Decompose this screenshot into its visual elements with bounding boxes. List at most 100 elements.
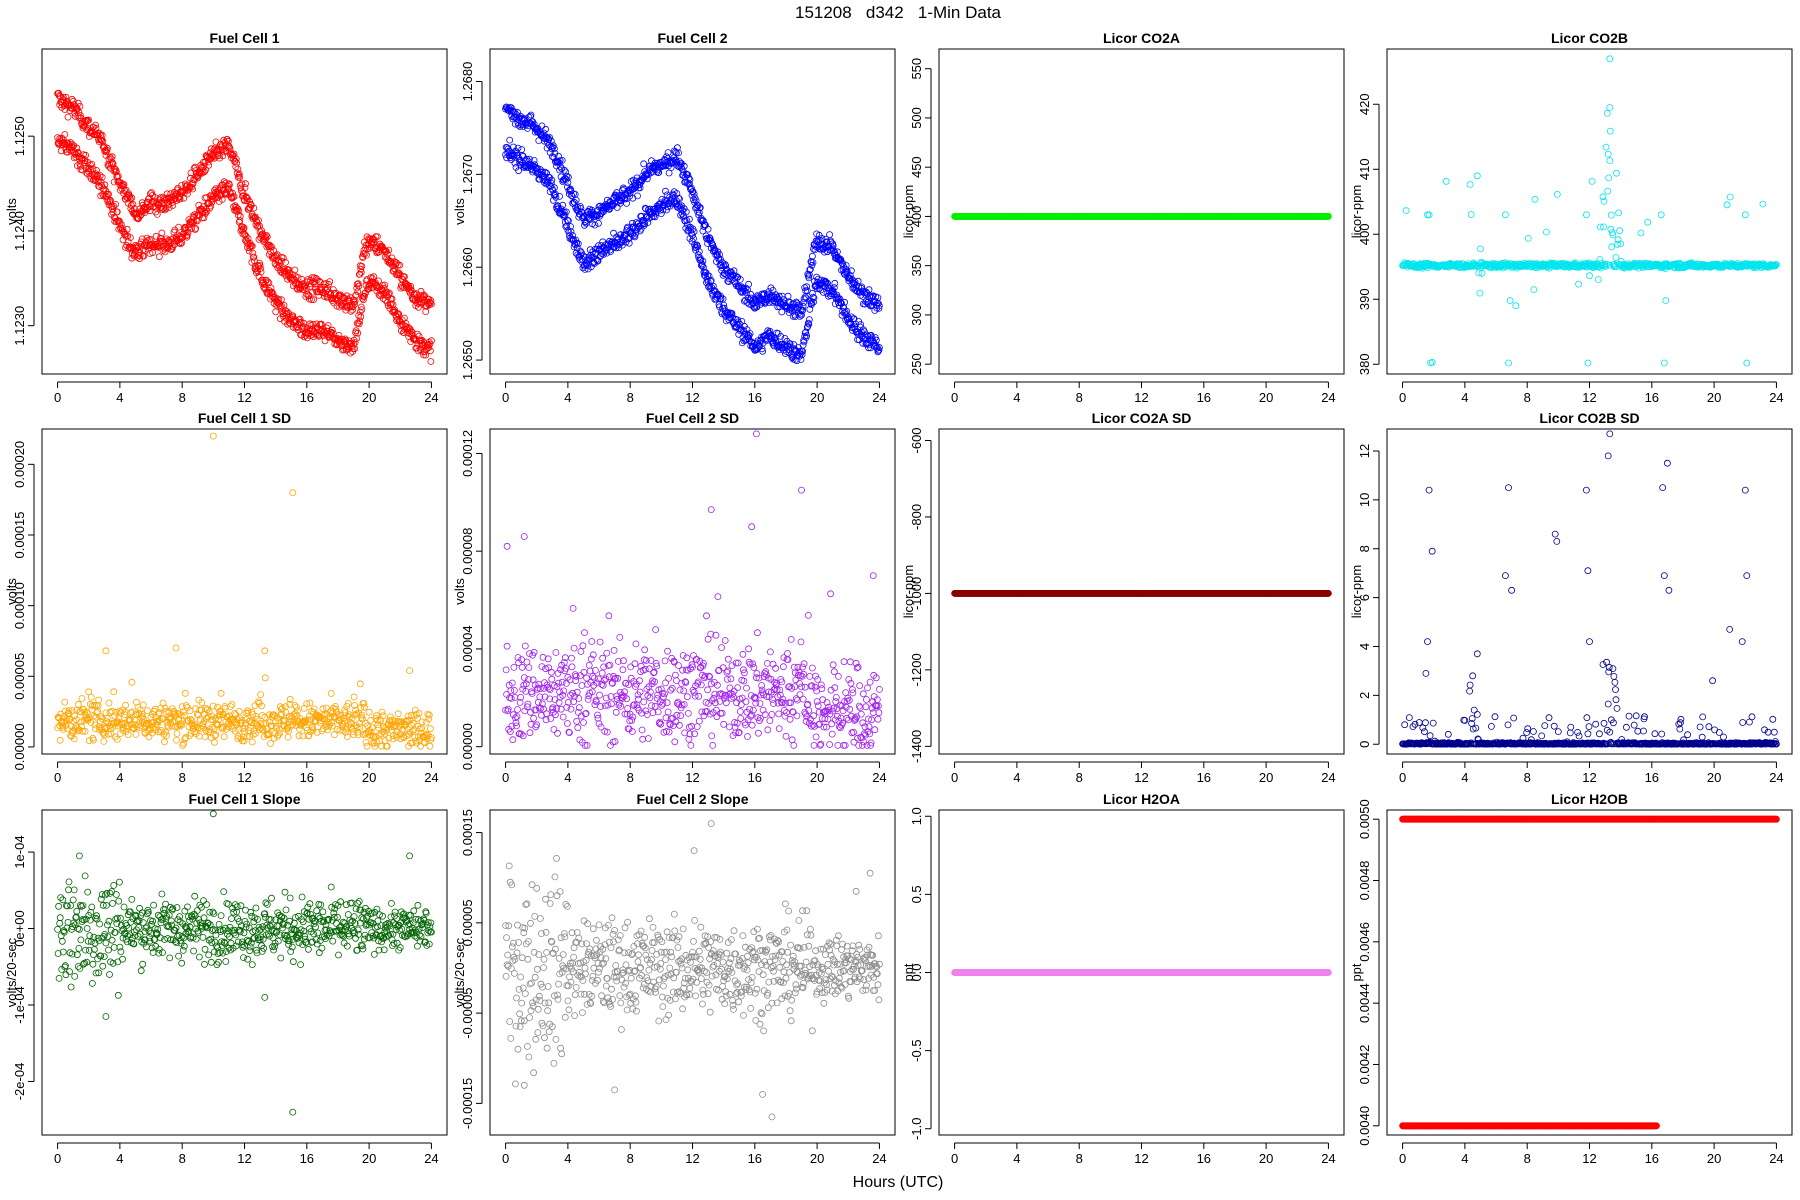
data-point bbox=[1584, 359, 1592, 367]
plot-frame bbox=[41, 48, 448, 375]
x-tick-label: 0 bbox=[502, 390, 509, 405]
x-tick-label: 4 bbox=[564, 390, 571, 405]
y-tick-label: 250 bbox=[909, 353, 924, 375]
data-point bbox=[268, 243, 275, 251]
data-point bbox=[1473, 172, 1481, 180]
y-tick-label: 1.2650 bbox=[460, 340, 475, 380]
chart-panel-fc1sd: Fuel Cell 1 SD0 4 8 12 16 20 240.000000.000050… bbox=[4, 410, 448, 785]
data-point bbox=[595, 219, 602, 227]
data-point bbox=[185, 184, 193, 192]
data-point bbox=[394, 310, 402, 318]
x-tick-label: 8 bbox=[1524, 390, 1531, 405]
data-point bbox=[78, 695, 86, 702]
data-point bbox=[552, 190, 559, 198]
data-point bbox=[387, 259, 395, 267]
data-point bbox=[237, 184, 245, 192]
data-point bbox=[155, 241, 163, 249]
data-point bbox=[385, 246, 393, 254]
data-point bbox=[390, 265, 398, 272]
data-point bbox=[267, 248, 274, 256]
x-tick-label: 20 bbox=[362, 770, 376, 785]
data-point bbox=[83, 117, 91, 125]
data-point bbox=[236, 212, 244, 220]
data-point bbox=[229, 189, 237, 197]
y-tick-label: 450 bbox=[909, 156, 924, 178]
x-tick-label: 0 bbox=[1399, 390, 1406, 405]
panel-title: Licor CO2B bbox=[1551, 30, 1628, 46]
x-tick-label: 4 bbox=[1013, 390, 1020, 405]
y-tick-label: 420 bbox=[1357, 93, 1372, 115]
x-tick-label: 8 bbox=[627, 390, 634, 405]
data-point bbox=[179, 233, 187, 241]
data-point bbox=[418, 336, 426, 344]
x-tick-label: 8 bbox=[1076, 390, 1083, 405]
data-point bbox=[381, 281, 389, 289]
data-point bbox=[308, 296, 315, 304]
data-point bbox=[551, 145, 558, 153]
data-point bbox=[1512, 302, 1520, 310]
data-point bbox=[1530, 286, 1538, 294]
data-point bbox=[307, 280, 315, 288]
data-point bbox=[1644, 218, 1652, 226]
data-point bbox=[1607, 225, 1615, 233]
data-point bbox=[155, 200, 163, 208]
y-tick-label: 1.2670 bbox=[460, 154, 475, 194]
data-point bbox=[323, 324, 330, 332]
data-point bbox=[662, 187, 669, 195]
data-point bbox=[317, 320, 325, 328]
x-tick-label: 4 bbox=[1461, 390, 1468, 405]
data-point bbox=[358, 262, 366, 270]
data-point bbox=[551, 184, 558, 192]
data-point bbox=[395, 310, 403, 318]
data-point bbox=[521, 156, 529, 164]
data-point bbox=[268, 289, 275, 297]
y-axis-label: volts bbox=[4, 578, 19, 605]
data-point bbox=[1506, 297, 1514, 304]
data-point bbox=[530, 156, 538, 164]
data-point bbox=[351, 339, 359, 347]
data-point bbox=[398, 320, 406, 328]
data-point bbox=[148, 189, 156, 197]
data-point bbox=[92, 170, 100, 178]
data-point bbox=[1467, 211, 1475, 218]
data-point bbox=[549, 142, 557, 150]
data-point bbox=[263, 243, 271, 251]
data-point bbox=[511, 151, 518, 159]
data-point bbox=[224, 141, 232, 149]
x-tick-label: 20 bbox=[1707, 390, 1721, 405]
data-point bbox=[343, 292, 351, 300]
chart-panel-fc2: Fuel Cell 20 4 8 12 16 20 241.26501.26601.2670… bbox=[452, 30, 896, 405]
data-point bbox=[109, 160, 117, 168]
panel-title: Fuel Cell 2 bbox=[657, 30, 727, 46]
data-point bbox=[262, 234, 270, 242]
data-point bbox=[184, 228, 192, 236]
data-point bbox=[275, 262, 283, 270]
data-point bbox=[189, 185, 197, 193]
y-tick-label: 500 bbox=[909, 107, 924, 129]
panel-title: Fuel Cell 1 SD bbox=[198, 410, 291, 426]
data-point bbox=[552, 193, 560, 201]
data-point bbox=[514, 144, 522, 152]
data-point bbox=[1606, 127, 1614, 135]
data-point bbox=[396, 261, 404, 269]
data-point bbox=[121, 231, 128, 239]
data-point bbox=[178, 234, 186, 242]
data-point bbox=[209, 195, 217, 203]
data-point bbox=[427, 358, 435, 365]
chart-panel-fc1: Fuel Cell 10 4 8 12 16 20 241.12301.12401.1250… bbox=[4, 30, 448, 405]
series-points bbox=[1399, 55, 1780, 367]
x-tick-label: 4 bbox=[116, 770, 123, 785]
data-point bbox=[113, 208, 121, 216]
data-point bbox=[354, 329, 362, 337]
data-point bbox=[363, 251, 370, 259]
data-point bbox=[64, 113, 72, 121]
data-point bbox=[67, 147, 75, 155]
data-point bbox=[62, 93, 70, 101]
data-point bbox=[105, 190, 112, 198]
data-point bbox=[92, 121, 99, 129]
data-point bbox=[92, 124, 100, 132]
data-point bbox=[55, 89, 62, 97]
series-points bbox=[54, 432, 435, 750]
data-point bbox=[510, 143, 517, 151]
data-point bbox=[158, 229, 166, 237]
